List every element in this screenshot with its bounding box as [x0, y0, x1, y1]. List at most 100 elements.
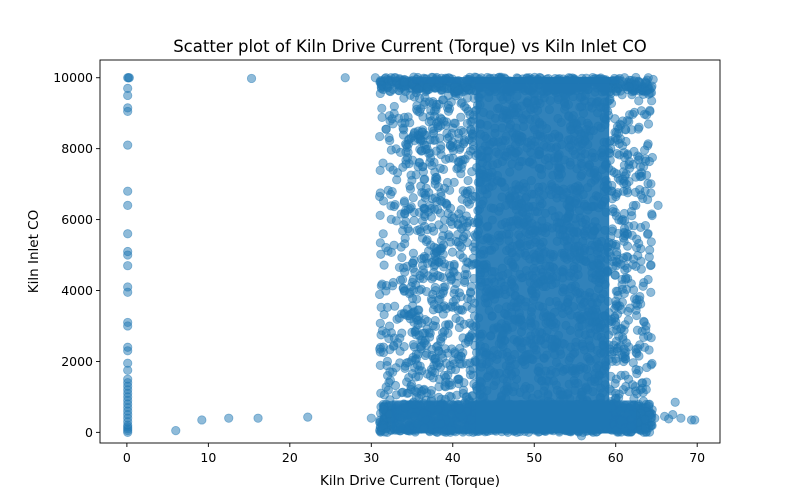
data-point-3559 [466, 282, 477, 292]
data-point-2901 [434, 382, 444, 392]
data-point-368 [377, 103, 387, 114]
data-point-3912 [441, 377, 451, 387]
data-point-3680 [426, 385, 436, 396]
data-point-3619 [407, 327, 417, 337]
data-point-41 [197, 415, 207, 425]
data-point-3826 [618, 233, 629, 243]
data-point-3811 [382, 360, 392, 371]
data-point-2953 [458, 348, 468, 358]
data-point-3094 [646, 188, 656, 198]
data-point-1792 [643, 178, 653, 189]
data-point-2453 [389, 101, 399, 112]
data-point-3262 [407, 369, 418, 379]
data-point-2563 [406, 380, 417, 390]
data-point-55 [676, 413, 686, 423]
x-axis: 0 10 20 30 40 50 60 70 [123, 443, 705, 465]
data-point-4025 [618, 174, 628, 184]
y-tick-label: 4000 [61, 283, 93, 298]
data-point-3996 [394, 313, 404, 323]
y-tick-label: 10000 [53, 70, 93, 85]
data-point-2400 [399, 286, 409, 296]
y-tick-label: 2000 [61, 354, 93, 369]
data-point-3465 [638, 281, 648, 291]
data-point-3653 [426, 212, 436, 222]
data-point-3148 [436, 141, 446, 151]
data-point-3338 [408, 339, 419, 350]
data-point-3703 [433, 341, 443, 351]
data-point-3985 [420, 174, 430, 184]
data-point-4047 [379, 260, 389, 270]
x-tick-label: 0 [123, 450, 131, 465]
data-point-3045 [611, 317, 621, 327]
data-point-1310 [384, 133, 394, 143]
data-point-3684 [428, 129, 439, 139]
data-point-3900 [430, 316, 440, 326]
data-point-3521 [429, 299, 439, 310]
data-point-4055 [641, 377, 652, 387]
data-point-3864 [376, 80, 387, 90]
data-point-7 [123, 140, 133, 150]
data-point-6 [123, 106, 133, 117]
data-point-3270 [639, 109, 650, 119]
data-point-2290 [376, 249, 386, 259]
data-point-3876 [414, 384, 424, 394]
data-point-9 [123, 200, 133, 210]
data-point-335 [408, 193, 418, 203]
data-point-3877 [390, 73, 401, 83]
data-point-3797 [407, 355, 417, 366]
data-point-4032 [430, 111, 440, 121]
data-point-1244 [411, 294, 422, 304]
data-point-3919 [420, 350, 430, 361]
data-point-2707 [620, 320, 630, 330]
data-point-3366 [382, 302, 392, 312]
data-point-2846 [386, 201, 396, 211]
data-point-2986 [622, 263, 632, 273]
y-axis: 0 2000 4000 6000 8000 10000 [53, 70, 100, 440]
data-point-3635 [398, 130, 409, 140]
data-point-3545 [407, 258, 418, 268]
data-point-45 [246, 73, 257, 84]
data-point-3649 [646, 237, 656, 247]
data-point-3260 [461, 263, 471, 274]
data-point-1935 [429, 157, 439, 167]
data-point-10 [123, 229, 133, 239]
data-point-1345 [407, 175, 417, 185]
data-point-3628 [419, 188, 429, 198]
data-point-3722 [629, 107, 640, 117]
data-point-3192 [438, 309, 448, 319]
data-point-3780 [459, 101, 470, 112]
data-point-3936 [642, 229, 653, 239]
data-point-2358 [448, 302, 458, 312]
plot-frame [99, 59, 721, 444]
data-point-3979 [375, 210, 385, 220]
data-point-3820 [400, 361, 410, 371]
data-point-3630 [467, 129, 477, 139]
data-point-2905 [432, 196, 442, 206]
data-point-3599 [417, 136, 427, 146]
data-point-4016 [616, 304, 627, 315]
data-point-2988 [433, 121, 443, 131]
data-point-3910 [624, 163, 635, 173]
data-point-3753 [442, 199, 452, 209]
data-point-535 [375, 318, 385, 328]
data-point-3641 [612, 148, 622, 159]
data-point-1960 [392, 175, 402, 185]
data-point-2971 [381, 382, 391, 392]
data-point-4005 [453, 85, 463, 96]
data-point-3371 [633, 343, 643, 353]
y-tick-label: 0 [85, 425, 93, 440]
data-point-4007 [611, 286, 621, 296]
data-point-4027 [622, 251, 632, 262]
data-point-3666 [417, 146, 427, 156]
data-point-3893 [462, 189, 472, 199]
data-point-3634 [639, 161, 649, 172]
data-point-54 [670, 397, 680, 407]
x-tick-label: 30 [363, 450, 379, 465]
data-point-3658 [403, 204, 413, 215]
x-tick-label: 70 [689, 450, 705, 465]
data-point-2527 [397, 252, 407, 263]
data-point-4063 [441, 358, 451, 368]
data-point-4080 [610, 133, 620, 143]
data-point-2737 [420, 92, 430, 102]
data-point-2961 [446, 97, 456, 107]
